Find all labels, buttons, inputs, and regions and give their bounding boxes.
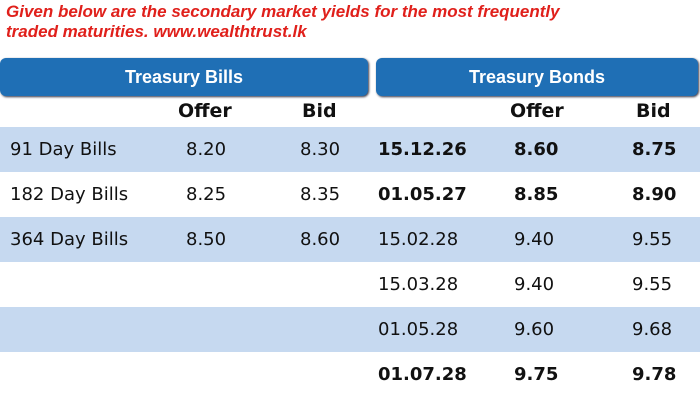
intro-line: Given below are the secondary market yie… <box>6 2 560 21</box>
bond-bid: 8.75 <box>632 139 677 160</box>
bill-offer: 8.50 <box>186 229 227 250</box>
bond-bid: 9.55 <box>632 274 673 295</box>
column-header: Offer <box>510 100 564 122</box>
bond-bid: 9.55 <box>632 229 673 250</box>
tab: Treasury Bills <box>0 58 368 96</box>
bond-maturity: 01.07.28 <box>378 364 467 385</box>
table-row: 15.03.28 9.40 9.55 <box>0 262 700 307</box>
table-row: 01.05.28 9.60 9.68 <box>0 307 700 352</box>
bill-bid: 8.35 <box>300 184 341 205</box>
column-header: Bid <box>636 100 671 122</box>
bond-bid: 9.78 <box>632 364 677 385</box>
bond-maturity: 15.02.28 <box>378 229 459 250</box>
bond-maturity: 15.03.28 <box>378 274 459 295</box>
bond-bid: 9.68 <box>632 319 673 340</box>
bond-offer: 8.60 <box>514 139 559 160</box>
bond-maturity: 01.05.28 <box>378 319 459 340</box>
bond-offer: 9.75 <box>514 364 559 385</box>
bill-bid: 8.60 <box>300 229 341 250</box>
bill-name: 91 Day Bills <box>10 139 117 160</box>
bond-maturity: 15.12.26 <box>378 139 467 160</box>
bond-offer: 9.40 <box>514 274 555 295</box>
intro-line: traded maturities. www.wealthtrust.lk <box>6 22 307 41</box>
table-row: 364 Day Bills 8.50 8.60 15.02.28 9.40 9.55 <box>0 217 700 262</box>
bond-maturity: 01.05.27 <box>378 184 467 205</box>
intro: Given below are the secondary market yie… <box>6 2 696 42</box>
bill-offer: 8.20 <box>186 139 227 160</box>
bond-offer: 8.85 <box>514 184 559 205</box>
bill-name: 182 Day Bills <box>10 184 129 205</box>
column-header: Offer <box>178 100 232 122</box>
table-row: 01.07.28 9.75 9.78 <box>0 352 700 397</box>
table-row: 91 Day Bills 8.20 8.30 15.12.26 8.60 8.75 <box>0 127 700 172</box>
bill-bid: 8.30 <box>300 139 341 160</box>
tab: Treasury Bonds <box>376 58 698 96</box>
bill-name: 364 Day Bills <box>10 229 129 250</box>
bill-offer: 8.25 <box>186 184 227 205</box>
table-row: 182 Day Bills 8.25 8.35 01.05.27 8.85 8.90 <box>0 172 700 217</box>
bond-bid: 8.90 <box>632 184 677 205</box>
column-header: Bid <box>302 100 337 122</box>
bond-offer: 9.60 <box>514 319 555 340</box>
bond-offer: 9.40 <box>514 229 555 250</box>
